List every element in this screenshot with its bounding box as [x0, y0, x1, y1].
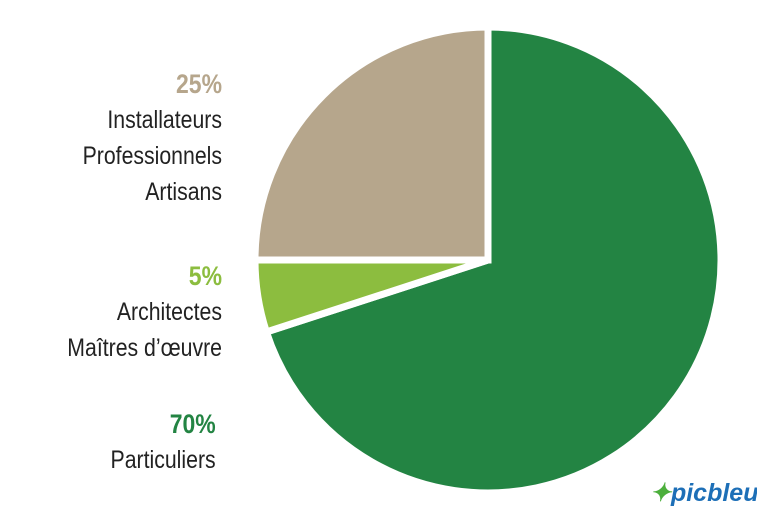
label-installateurs: 25% Installateurs Professionnels Artisan… — [83, 66, 222, 210]
category-label: Installateurs — [107, 106, 222, 134]
category-label: Maîtres d’œuvre — [67, 334, 222, 362]
pie-slice — [261, 23, 725, 497]
picbleu-logo: ✦picbleu — [650, 479, 757, 507]
percent-label: 25% — [176, 69, 222, 99]
label-particuliers: 70% Particuliers — [111, 406, 216, 478]
category-label: Artisans — [145, 178, 222, 206]
pie-slice — [251, 23, 492, 264]
category-label: Architectes — [116, 298, 222, 326]
category-label: Professionnels — [82, 142, 222, 170]
label-architectes: 5% Architectes Maîtres d’œuvre — [67, 258, 222, 366]
category-label: Particuliers — [110, 446, 216, 474]
percent-label: 5% — [188, 261, 222, 291]
percent-label: 70% — [170, 409, 216, 439]
